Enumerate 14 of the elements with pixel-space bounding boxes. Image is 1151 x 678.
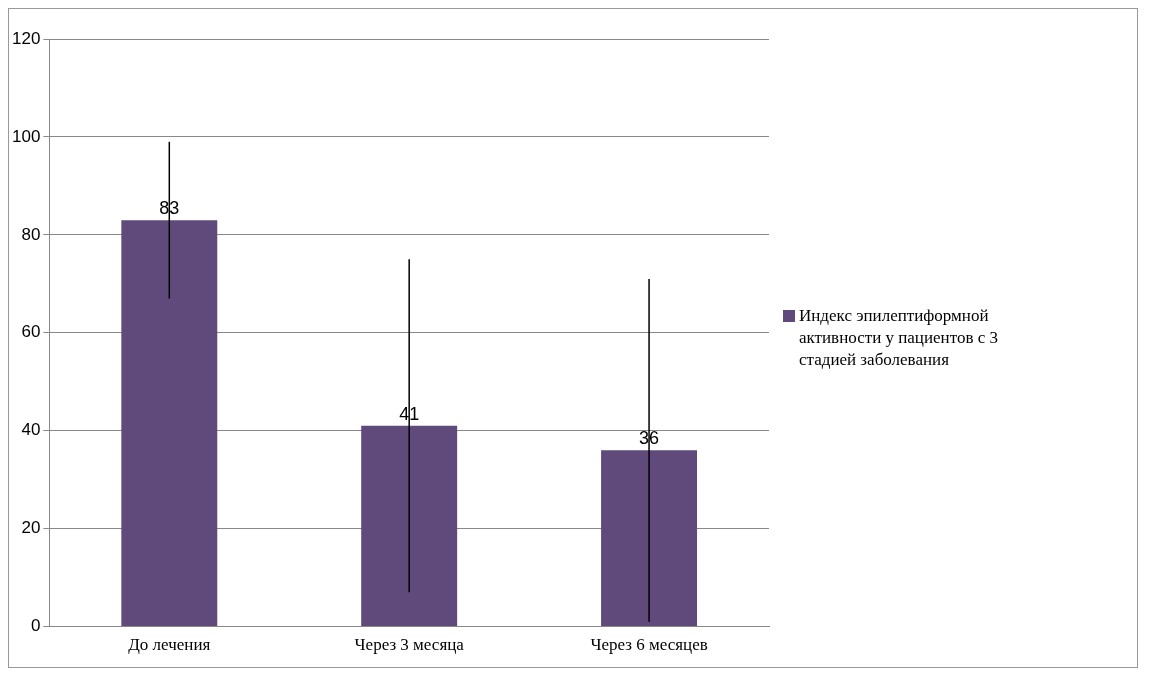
y-tick-label: 20 — [21, 518, 41, 538]
bar — [361, 425, 458, 627]
legend-label: Индекс эпилептиформной активности у пациентов с 3 стадией заболевания — [799, 305, 999, 371]
x-tick-label: Через 3 месяца — [354, 635, 465, 655]
y-tick-label: 60 — [21, 322, 41, 342]
x-tick-label: До лечения — [128, 635, 211, 655]
y-tick-label: 0 — [30, 616, 41, 636]
y-tick-label: 100 — [11, 126, 41, 146]
y-tick-label: 40 — [21, 420, 41, 440]
y-tick-label: 80 — [21, 224, 41, 244]
bar — [121, 220, 218, 627]
x-tick-label: Через 6 месяцев — [590, 635, 708, 655]
y-tick-label: 120 — [11, 28, 41, 48]
bar — [601, 450, 698, 627]
